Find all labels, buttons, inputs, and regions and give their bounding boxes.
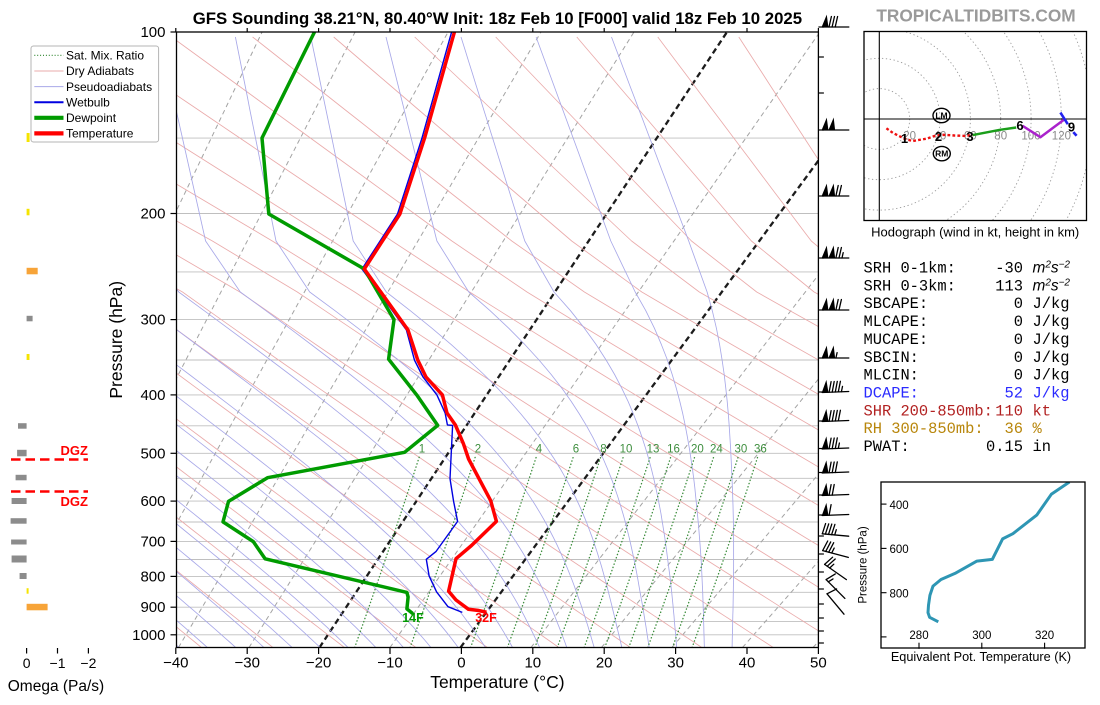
svg-text:600: 600 [140, 493, 165, 510]
svg-text:4: 4 [536, 444, 543, 456]
svg-text:Omega (Pa/s): Omega (Pa/s) [8, 678, 104, 695]
svg-text:SBCAPE:: SBCAPE: [864, 295, 929, 313]
svg-text:Hodograph (wind in kt, height: Hodograph (wind in kt, height in km) [871, 225, 1079, 240]
svg-text:LM: LM [935, 111, 947, 121]
svg-text:SHR 200-850mb:: SHR 200-850mb: [864, 402, 993, 420]
svg-text:−20: −20 [306, 655, 331, 672]
svg-text:300: 300 [972, 630, 991, 642]
svg-text:Equivalent Pot. Temperature (K: Equivalent Pot. Temperature (K) [891, 650, 1071, 664]
svg-text:DCAPE:: DCAPE: [864, 385, 919, 403]
svg-text:0: 0 [1014, 295, 1023, 313]
svg-text:Dry Adiabats: Dry Adiabats [66, 64, 134, 78]
svg-text:−10: −10 [377, 655, 402, 672]
svg-text:110: 110 [995, 402, 1023, 420]
svg-text:8: 8 [600, 444, 606, 456]
svg-text:Sat. Mix. Ratio: Sat. Mix. Ratio [66, 49, 144, 63]
svg-text:kt: kt [1033, 402, 1051, 420]
svg-text:−40: −40 [163, 655, 188, 672]
svg-text:SRH 0-3km:: SRH 0-3km: [864, 277, 956, 295]
svg-text:13: 13 [647, 444, 660, 456]
svg-text:6: 6 [1016, 118, 1023, 133]
svg-text:Dewpoint: Dewpoint [66, 111, 117, 125]
svg-text:800: 800 [890, 589, 909, 601]
svg-text:2: 2 [935, 129, 942, 144]
svg-text:3: 3 [966, 129, 973, 144]
svg-text:−2: −2 [80, 655, 96, 671]
svg-text:36: 36 [754, 444, 767, 456]
svg-text:0: 0 [1014, 367, 1023, 385]
svg-text:30: 30 [667, 655, 684, 672]
svg-text:DGZ: DGZ [61, 494, 89, 509]
svg-text:2: 2 [475, 444, 481, 456]
svg-text:280: 280 [909, 630, 928, 642]
svg-text:GFS Sounding 38.21°N, 80.40°W: GFS Sounding 38.21°N, 80.40°W Init: 18z … [193, 9, 802, 28]
svg-text:50: 50 [810, 655, 827, 672]
svg-text:1: 1 [901, 131, 908, 146]
svg-text:J/kg: J/kg [1033, 313, 1070, 331]
svg-text:30: 30 [735, 444, 748, 456]
svg-text:J/kg: J/kg [1033, 385, 1070, 403]
svg-text:TROPICALTIDBITS.COM: TROPICALTIDBITS.COM [876, 6, 1075, 26]
svg-text:200: 200 [140, 206, 165, 223]
svg-text:320: 320 [1035, 630, 1054, 642]
svg-text:-30: -30 [995, 260, 1023, 278]
svg-text:9: 9 [1068, 120, 1075, 135]
svg-text:in: in [1033, 438, 1051, 456]
svg-text:Pressure (hPa): Pressure (hPa) [858, 526, 870, 604]
svg-text:0: 0 [1014, 331, 1023, 349]
svg-text:RH 300-850mb:: RH 300-850mb: [864, 420, 984, 438]
svg-text:6: 6 [573, 444, 579, 456]
svg-text:J/kg: J/kg [1033, 295, 1070, 313]
svg-text:600: 600 [890, 544, 909, 556]
svg-text:PWAT:: PWAT: [864, 438, 910, 456]
svg-text:40: 40 [739, 655, 756, 672]
svg-text:700: 700 [140, 533, 165, 550]
svg-text:20: 20 [691, 444, 704, 456]
svg-text:0: 0 [1014, 313, 1023, 331]
svg-text:J/kg: J/kg [1033, 331, 1070, 349]
svg-text:10: 10 [524, 655, 541, 672]
svg-text:900: 900 [140, 599, 165, 616]
svg-text:−1: −1 [50, 655, 66, 671]
svg-text:−30: −30 [234, 655, 259, 672]
svg-text:24: 24 [710, 444, 723, 456]
svg-text:14F: 14F [402, 611, 424, 625]
svg-text:MLCIN:: MLCIN: [864, 367, 919, 385]
svg-text:300: 300 [140, 312, 165, 329]
svg-text:Pseudoadiabats: Pseudoadiabats [66, 80, 152, 94]
svg-text:%: % [1033, 420, 1043, 438]
svg-text:400: 400 [890, 500, 909, 512]
svg-text:SBCIN:: SBCIN: [864, 349, 919, 367]
svg-text:80: 80 [994, 131, 1007, 143]
svg-text:1: 1 [419, 444, 425, 456]
svg-text:Wetbulb: Wetbulb [66, 95, 110, 109]
svg-text:0: 0 [457, 655, 465, 672]
svg-text:16: 16 [667, 444, 680, 456]
svg-text:1000: 1000 [132, 627, 165, 644]
svg-text:32F: 32F [475, 611, 497, 625]
svg-text:800: 800 [140, 568, 165, 585]
svg-text:0: 0 [23, 655, 31, 671]
svg-text:100: 100 [140, 24, 165, 41]
svg-text:Pressure (hPa): Pressure (hPa) [106, 281, 126, 399]
svg-text:10: 10 [620, 444, 633, 456]
svg-text:113: 113 [995, 277, 1023, 295]
svg-text:0: 0 [1014, 349, 1023, 367]
svg-text:SRH 0-1km:: SRH 0-1km: [864, 260, 956, 278]
svg-text:J/kg: J/kg [1033, 349, 1070, 367]
svg-text:500: 500 [140, 445, 165, 462]
svg-text:J/kg: J/kg [1033, 367, 1070, 385]
svg-text:52: 52 [1005, 385, 1023, 403]
svg-text:36: 36 [1005, 420, 1023, 438]
svg-text:MLCAPE:: MLCAPE: [864, 313, 929, 331]
svg-text:MUCAPE:: MUCAPE: [864, 331, 929, 349]
svg-text:Temperature (°C): Temperature (°C) [430, 672, 564, 692]
svg-text:0.15: 0.15 [986, 438, 1023, 456]
svg-text:DGZ: DGZ [61, 443, 89, 458]
svg-text:400: 400 [140, 387, 165, 404]
svg-text:20: 20 [596, 655, 613, 672]
svg-text:RM: RM [935, 149, 948, 159]
svg-text:Temperature: Temperature [66, 127, 134, 141]
